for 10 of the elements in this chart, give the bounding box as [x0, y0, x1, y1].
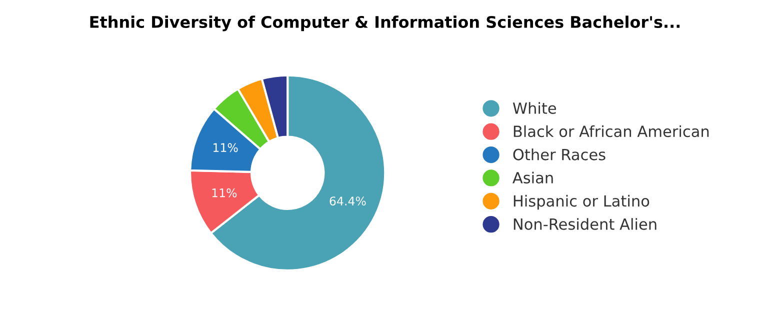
- legend-label: Non-Resident Alien: [514, 218, 656, 230]
- data-label: 11%: [212, 188, 237, 198]
- data-label: 11%: [213, 143, 238, 152]
- legend-label: Hispanic or Latino: [514, 194, 650, 210]
- data-label: 64.4%: [330, 196, 366, 206]
- legend-label: Asian: [512, 172, 553, 184]
- legend-label: White: [512, 102, 556, 114]
- legend-label: Black or African American: [514, 125, 709, 138]
- chart-title: Ethnic Diversity of Computer & Information Sciences Bachelor's...: [90, 16, 680, 32]
- legend-label: Other Races: [513, 148, 606, 160]
